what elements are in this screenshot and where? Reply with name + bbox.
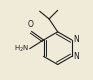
Text: H$_2$N: H$_2$N — [14, 44, 29, 54]
Text: N: N — [73, 36, 79, 44]
Text: N: N — [73, 52, 79, 61]
Text: O: O — [28, 20, 34, 29]
